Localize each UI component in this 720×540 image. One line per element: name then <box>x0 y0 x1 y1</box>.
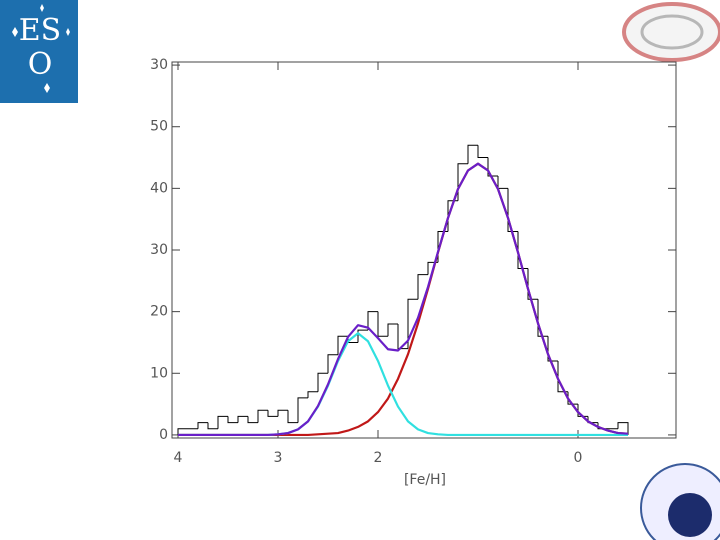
fit-curve <box>178 162 629 437</box>
histogram-bin <box>517 231 528 269</box>
histogram-bin <box>497 176 508 189</box>
x-tick-label: 3 <box>274 450 283 466</box>
histogram-bin <box>417 274 428 300</box>
logo-inner <box>668 493 712 537</box>
histogram-bin <box>237 415 248 423</box>
histogram-bin <box>257 409 268 423</box>
histogram-bin <box>527 268 538 300</box>
histogram-bin <box>267 410 278 417</box>
histogram-bin <box>227 416 238 424</box>
histogram-bin <box>547 336 558 362</box>
histogram-bin <box>387 323 398 337</box>
y-tick-label: 10 <box>150 365 168 381</box>
partner-logo-bottom <box>640 463 720 540</box>
partner-logo-top <box>622 2 720 62</box>
logo-text: ES <box>19 13 61 48</box>
x-tick-label: 4 <box>174 450 183 466</box>
histogram-bin <box>577 404 588 417</box>
histogram-bin <box>277 409 288 417</box>
logo-background <box>0 0 78 103</box>
histogram-bin <box>317 372 328 392</box>
histogram-bin <box>537 299 548 337</box>
histogram-bin <box>197 422 208 429</box>
eso-logo: ES O <box>0 0 78 103</box>
histogram-bin <box>467 144 478 164</box>
x-axis-label: [Fe/H] <box>404 472 446 488</box>
histogram-bin <box>617 422 629 435</box>
histogram-bin <box>307 391 318 398</box>
y-tick-label: 30 <box>150 242 168 258</box>
histogram-bin <box>327 354 338 374</box>
histogram-bin <box>207 422 218 430</box>
histogram-bin <box>567 391 578 405</box>
histogram-bin <box>397 323 408 350</box>
histogram-bin <box>177 428 188 435</box>
histogram-bin <box>287 410 298 424</box>
y-tick-label: 0 <box>159 427 168 443</box>
histogram-bin <box>477 145 488 159</box>
histogram-bin <box>407 298 418 349</box>
logo-ring <box>622 2 720 62</box>
histogram-bin <box>297 397 308 423</box>
histogram-bin <box>367 311 378 331</box>
plot-frame <box>171 61 677 439</box>
logo-text: O <box>28 47 53 82</box>
x-tick-label: 2 <box>374 450 383 466</box>
histogram-bin <box>377 311 388 337</box>
histogram-bin <box>457 163 468 201</box>
x-tick-label: 0 <box>574 450 583 466</box>
y-tick-label: 30 <box>150 57 168 73</box>
y-tick-label: 50 <box>150 119 168 135</box>
histogram-bin <box>357 329 368 343</box>
logo-ring <box>640 14 704 50</box>
histogram-bin <box>217 415 228 429</box>
histogram-bin <box>487 157 498 177</box>
fit-curve <box>178 162 629 437</box>
histogram-bin <box>247 416 258 424</box>
y-tick-label: 40 <box>150 180 168 196</box>
histogram-bin <box>337 335 348 355</box>
y-tick-label: 20 <box>150 304 168 320</box>
histogram-bin <box>507 188 518 233</box>
